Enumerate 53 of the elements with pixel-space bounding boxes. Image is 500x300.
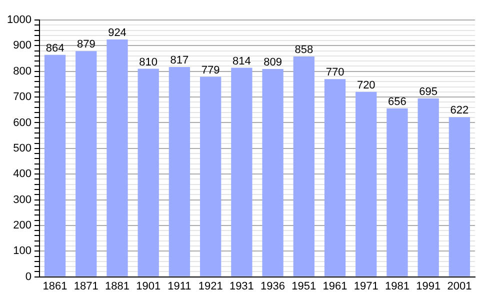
bar: [76, 51, 97, 276]
y-tick-label: 500: [13, 142, 32, 154]
bar: [106, 40, 128, 276]
data-label: 695: [419, 86, 438, 98]
x-tick-label: 1921: [198, 280, 223, 292]
x-tick-label: 1991: [416, 280, 441, 292]
bar: [262, 69, 284, 276]
data-label: 622: [450, 104, 469, 117]
data-label: 770: [326, 66, 344, 79]
x-tick-label: 2001: [447, 280, 472, 292]
bar: [44, 54, 66, 276]
y-tick-label: 200: [13, 219, 32, 232]
data-label: 924: [108, 27, 126, 40]
y-tick-label: 600: [13, 116, 32, 129]
data-label: 817: [170, 54, 189, 67]
y-tick-label: 100: [13, 245, 32, 258]
data-label: 864: [46, 42, 64, 54]
x-tick-label: 1931: [229, 280, 254, 292]
data-label: 656: [388, 96, 406, 108]
bar: [448, 117, 470, 276]
bar: [138, 68, 159, 276]
y-tick-label: 400: [13, 168, 32, 180]
data-label: 879: [76, 38, 96, 51]
x-tick-label: 1901: [136, 280, 161, 292]
data-label: 814: [232, 55, 251, 68]
y-tick-label: 1000: [6, 14, 32, 26]
bar: [356, 92, 377, 276]
bar: [386, 108, 408, 276]
y-tick-label: 900: [13, 40, 32, 52]
y-tick-label: 300: [13, 194, 32, 206]
bar: [200, 76, 222, 276]
x-tick-label: 1911: [168, 280, 192, 292]
x-tick-label: 1961: [322, 280, 348, 292]
x-tick-label: 1951: [292, 280, 316, 292]
x-tick-label: 1861: [42, 280, 68, 292]
data-label: 720: [356, 79, 376, 92]
x-tick-label: 1971: [354, 280, 378, 292]
data-label: 858: [294, 44, 314, 56]
x-tick-label: 1881: [105, 280, 130, 292]
y-tick-label: 800: [13, 65, 32, 78]
data-label: 779: [201, 64, 220, 76]
bar: [231, 68, 252, 276]
x-tick-label: 1871: [74, 280, 98, 292]
data-label: 809: [264, 56, 282, 69]
x-tick-label: 1981: [384, 280, 410, 292]
bar: [168, 66, 190, 276]
bar: [418, 98, 439, 276]
y-tick-label: 700: [13, 91, 32, 104]
bar: [324, 79, 346, 276]
x-tick-label: 1936: [260, 280, 286, 292]
data-label: 810: [139, 56, 158, 68]
y-tick-label: 0: [25, 270, 32, 283]
bar: [293, 56, 314, 276]
